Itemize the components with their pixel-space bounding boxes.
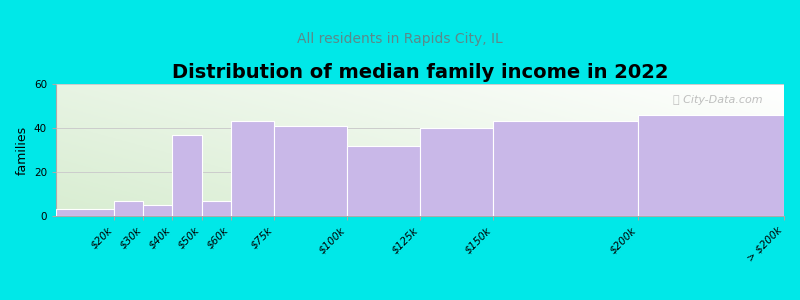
Bar	[347, 146, 420, 216]
Bar	[493, 122, 638, 216]
Text: ⓘ City-Data.com: ⓘ City-Data.com	[673, 94, 762, 105]
Bar	[56, 209, 114, 216]
Y-axis label: families: families	[15, 125, 28, 175]
Bar	[638, 115, 784, 216]
Text: All residents in Rapids City, IL: All residents in Rapids City, IL	[297, 32, 503, 46]
Bar	[114, 201, 143, 216]
Bar	[202, 201, 230, 216]
Bar	[420, 128, 493, 216]
Bar	[143, 205, 173, 216]
Title: Distribution of median family income in 2022: Distribution of median family income in …	[172, 63, 668, 82]
Bar	[173, 135, 202, 216]
Bar	[274, 126, 347, 216]
Bar	[230, 122, 274, 216]
